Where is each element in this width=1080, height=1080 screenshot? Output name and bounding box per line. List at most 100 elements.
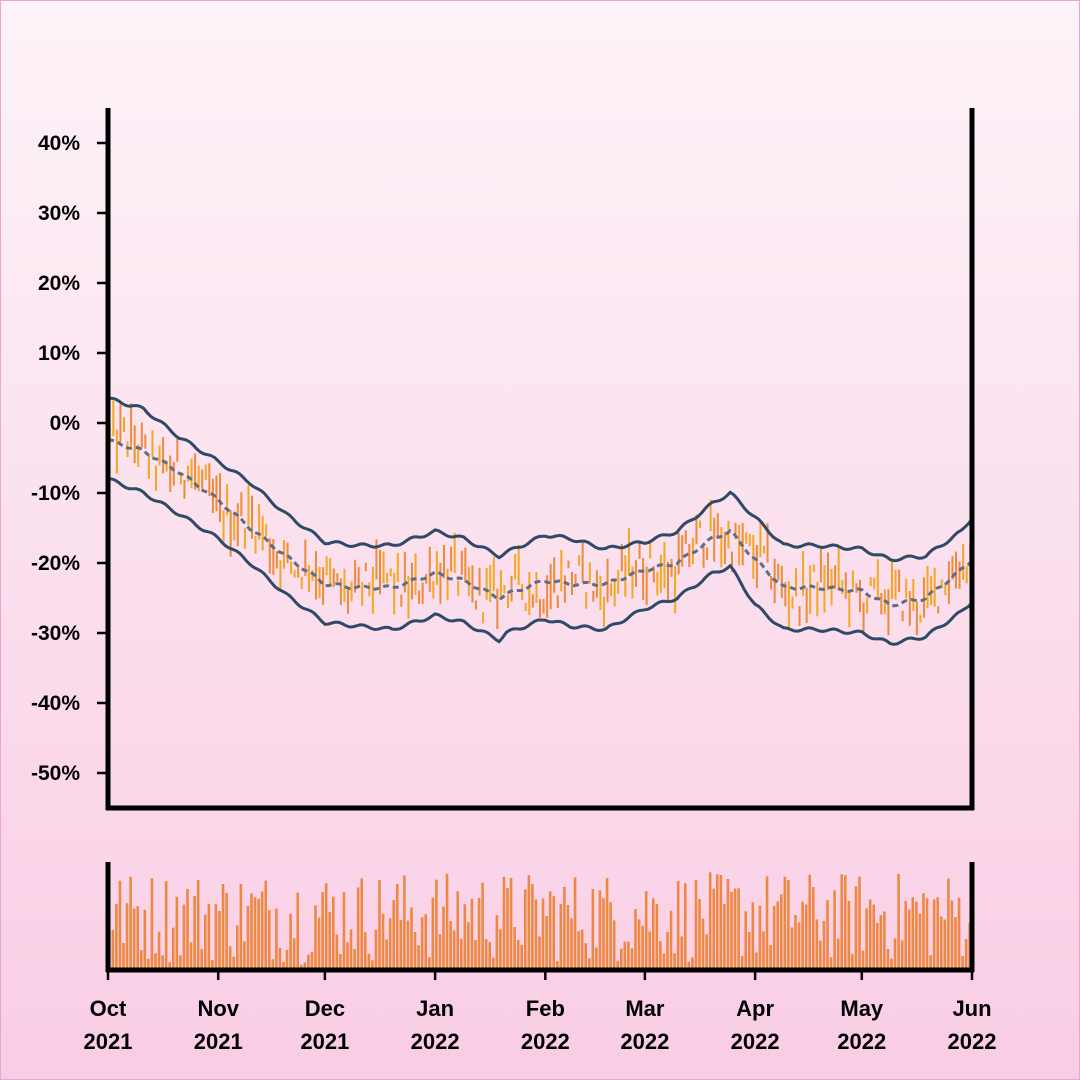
y-tick-label: 30% — [38, 202, 80, 225]
volume-bar — [890, 958, 893, 970]
volume-bar — [755, 952, 758, 970]
volume-bars — [108, 872, 971, 970]
volume-bar — [403, 875, 406, 970]
volume-bar — [748, 932, 751, 970]
volume-bar — [413, 931, 417, 970]
volume-bar — [246, 905, 250, 970]
y-tick-label: 20% — [38, 272, 80, 295]
volume-bar — [652, 898, 655, 970]
y-tick-label: 0% — [50, 412, 81, 435]
volume-bar — [438, 934, 442, 970]
volume-bar — [904, 900, 907, 970]
volume-bar — [129, 876, 132, 970]
volume-bar — [353, 949, 356, 970]
volume-bar — [154, 953, 157, 970]
volume-bar — [314, 905, 317, 970]
volume-bar — [260, 891, 264, 970]
volume-bar — [712, 888, 715, 970]
volume-bar — [193, 895, 196, 970]
volume-bar — [758, 905, 762, 970]
volume-bar — [776, 901, 779, 970]
volume-bar — [520, 944, 523, 970]
volume-bar — [780, 894, 783, 970]
volume-bar — [737, 888, 740, 970]
volume-bar — [189, 942, 193, 970]
volume-bar — [630, 948, 634, 970]
y-tick-label: 10% — [38, 342, 80, 365]
volume-bar — [388, 918, 392, 970]
volume-bar — [836, 938, 840, 970]
volume-bar — [566, 904, 570, 970]
volume-bar — [307, 954, 310, 970]
volume-bar — [879, 915, 883, 970]
volume-bar — [957, 897, 961, 970]
volume-bar — [236, 925, 239, 970]
volume-bar — [961, 956, 964, 970]
volume-bar — [876, 922, 879, 970]
volume-bar — [218, 910, 221, 970]
volume-bar — [310, 952, 314, 970]
volume-bar — [637, 919, 641, 970]
volume-bar — [691, 957, 694, 970]
volume-bar — [964, 939, 968, 970]
volume-bar — [865, 908, 868, 970]
volume-bar — [147, 958, 150, 970]
volume-bar — [556, 961, 559, 970]
volume-bar — [925, 898, 929, 970]
volume-bar — [886, 949, 890, 970]
volume-bar — [431, 897, 435, 970]
volume-bar — [214, 904, 218, 970]
volume-bar — [740, 956, 744, 970]
volume-bar — [289, 913, 292, 970]
volume-bar — [844, 875, 847, 970]
volume-bar — [445, 873, 449, 970]
volume-bar — [730, 891, 733, 970]
volume-bar — [723, 904, 726, 970]
x-tick-month: Jun — [952, 996, 991, 1021]
volume-bar — [268, 910, 271, 970]
volume-bar — [541, 898, 545, 970]
volume-bar — [801, 901, 804, 970]
volume-bar — [122, 943, 125, 970]
volume-bar — [502, 876, 506, 970]
x-tick-year: 2022 — [731, 1029, 780, 1054]
volume-bar — [179, 955, 182, 970]
volume-bar — [424, 914, 427, 970]
volume-bar — [943, 919, 947, 970]
volume-bar — [591, 888, 595, 970]
volume-bar — [449, 921, 452, 970]
volume-bar — [150, 878, 154, 970]
volume-bar — [804, 904, 808, 970]
volume-bar — [908, 909, 911, 970]
volume-bar — [332, 896, 335, 970]
volume-bar — [666, 932, 669, 970]
middle-band-line — [107, 438, 974, 608]
volume-bar — [452, 930, 456, 970]
volume-bar — [467, 922, 470, 970]
volume-bar — [278, 947, 282, 970]
volume-bar — [883, 911, 886, 970]
lower-band-line — [108, 477, 974, 646]
volume-bar — [378, 879, 381, 970]
volume-bar — [360, 878, 363, 970]
x-tick-month: Apr — [736, 996, 774, 1021]
x-tick-month: Jan — [416, 996, 454, 1021]
volume-bar — [509, 877, 513, 970]
volume-bar — [367, 953, 371, 970]
x-tick-year: 2021 — [84, 1029, 133, 1054]
volume-bar — [705, 934, 708, 970]
volume-bar — [275, 908, 278, 970]
x-tick-month: Dec — [305, 996, 345, 1021]
volume-bar — [545, 915, 548, 970]
x-tick-year: 2022 — [948, 1029, 997, 1054]
volume-bar — [954, 917, 957, 970]
volume-bar — [164, 881, 168, 970]
volume-bar — [168, 962, 171, 970]
volume-bar — [204, 914, 207, 970]
volume-bar — [321, 892, 324, 970]
volume-bar — [125, 903, 129, 970]
volume-bar — [396, 883, 399, 970]
volume-bar — [794, 915, 797, 970]
volume-bar — [698, 899, 701, 970]
